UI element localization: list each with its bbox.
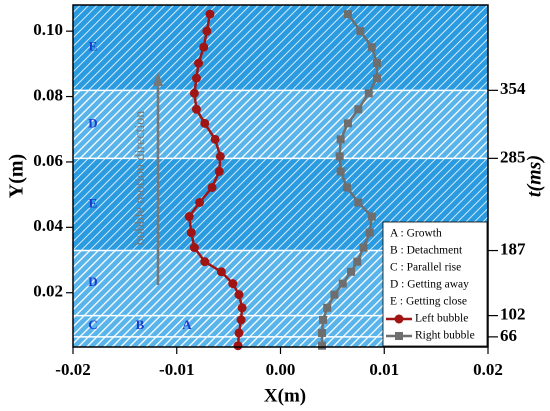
- point: [186, 228, 196, 238]
- y-tick-label: 0.04: [33, 216, 63, 235]
- region-label: E: [89, 39, 98, 54]
- point: [318, 341, 326, 350]
- point: [236, 315, 246, 325]
- point: [189, 88, 199, 98]
- point: [207, 182, 217, 192]
- x-tick-label: -0.01: [159, 360, 194, 379]
- point: [205, 9, 215, 19]
- point: [195, 197, 205, 207]
- point: [367, 212, 376, 221]
- y2-tick-label: 66: [500, 326, 517, 345]
- y-tick-label: 0.02: [33, 282, 63, 301]
- point: [237, 303, 247, 313]
- y-tick-label: 0.10: [33, 20, 63, 39]
- point: [353, 257, 362, 266]
- point: [191, 73, 201, 83]
- point: [343, 119, 352, 128]
- point: [191, 104, 201, 114]
- point: [234, 328, 244, 338]
- point: [338, 279, 347, 288]
- point: [234, 290, 244, 300]
- region-label: A: [182, 317, 192, 332]
- legend-phase: B : Detachment: [390, 245, 463, 257]
- point: [336, 135, 345, 144]
- point: [194, 58, 204, 68]
- y2-tick-label: 187: [500, 239, 526, 258]
- point: [214, 166, 224, 176]
- point: [228, 279, 238, 289]
- point: [200, 118, 210, 128]
- point: [184, 212, 194, 222]
- point: [347, 267, 356, 276]
- legend-phase: D : Getting away: [390, 279, 469, 291]
- point: [233, 341, 243, 351]
- legend-marker: [395, 332, 403, 340]
- point: [323, 303, 332, 312]
- point: [336, 167, 345, 176]
- point: [189, 243, 199, 253]
- point: [372, 59, 381, 68]
- legend-phase: C : Parallel rise: [390, 262, 461, 274]
- point: [318, 328, 326, 337]
- y-tick-label: 0.06: [33, 151, 63, 170]
- point: [199, 42, 209, 52]
- x-tick-label: 0.02: [473, 360, 503, 379]
- point: [319, 315, 328, 324]
- y2-tick-label: 285: [500, 147, 526, 166]
- legend: A : Growth B : Detachment C : Parallel ris…: [382, 221, 488, 347]
- point: [364, 89, 373, 98]
- legend-label: Right bubble: [415, 330, 475, 342]
- legend-label: Left bubble: [415, 313, 468, 325]
- legend-phase: E : Getting close: [390, 296, 467, 308]
- point: [330, 290, 339, 299]
- legend-box: [382, 221, 488, 347]
- point: [372, 74, 381, 83]
- y2-tick-label: 102: [500, 305, 526, 324]
- y2-tick-label: 354: [500, 79, 526, 98]
- y-axis-label: Y(m): [6, 154, 28, 198]
- point: [365, 228, 374, 237]
- region-label: E: [89, 195, 98, 210]
- point: [342, 183, 351, 192]
- region-label: D: [88, 274, 97, 289]
- arrow-head: [153, 72, 163, 86]
- point: [356, 27, 365, 36]
- point: [202, 26, 212, 36]
- region-label: B: [136, 317, 145, 332]
- phase-band: [73, 336, 488, 347]
- x-tick-label: 0.01: [369, 360, 399, 379]
- point: [335, 152, 344, 161]
- y2-axis-label: t(ms): [524, 155, 546, 197]
- arrow-label: bubble motion direction: [133, 111, 148, 246]
- point: [354, 105, 363, 114]
- phase-band: [73, 90, 488, 159]
- legend-phase: A : Growth: [390, 228, 442, 240]
- region-label: C: [88, 317, 97, 332]
- point: [359, 243, 368, 252]
- point: [343, 10, 352, 19]
- x-axis-label: X(m): [264, 385, 306, 406]
- point: [200, 257, 210, 267]
- point: [210, 134, 220, 144]
- x-tick-label: 0.00: [266, 360, 296, 379]
- region-label: D: [88, 115, 97, 130]
- point: [216, 267, 226, 277]
- point: [215, 151, 225, 161]
- point: [354, 198, 363, 207]
- phase-band: [73, 5, 488, 91]
- point: [367, 43, 376, 52]
- plot: bubble motion direction: [133, 9, 381, 351]
- legend-marker: [394, 314, 404, 324]
- y-tick-label: 0.08: [33, 85, 63, 104]
- x-tick-label: -0.02: [55, 360, 90, 379]
